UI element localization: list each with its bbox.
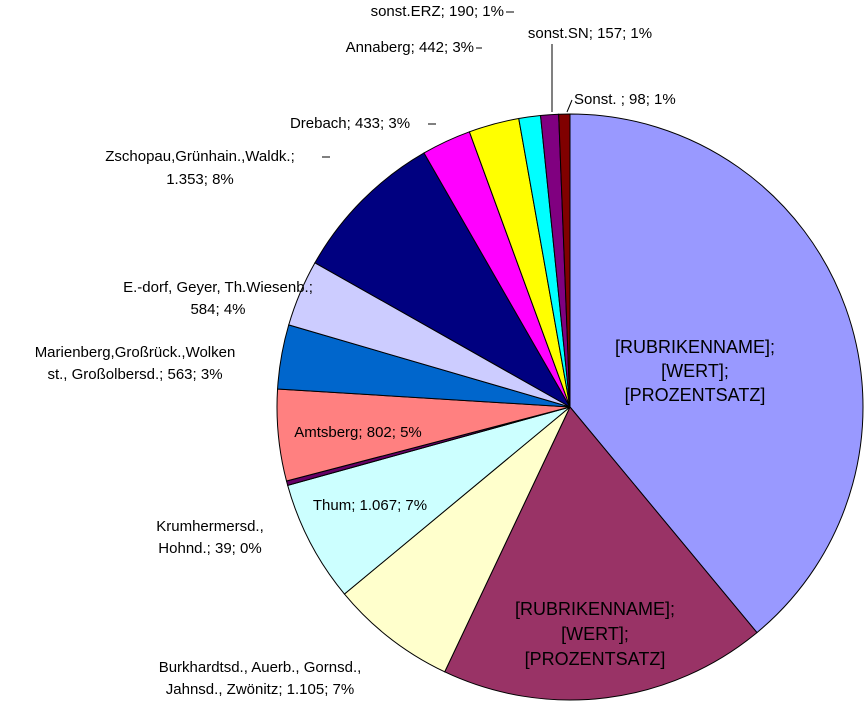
- data-label: Sonst. ; 98; 1%: [574, 91, 676, 108]
- data-label: Zschopau,Grünhain.,Waldk.;: [105, 148, 295, 165]
- pie-slice: [314, 152, 572, 409]
- data-label: sonst.ERZ; 190; 1%: [371, 3, 504, 20]
- pie-slice: [343, 406, 571, 673]
- data-label: 584; 4%: [190, 301, 245, 318]
- data-label: st., Großolbersd.; 563; 3%: [47, 366, 222, 383]
- pie-slice: [558, 113, 571, 408]
- data-label: [RUBRIKENNAME];: [615, 337, 775, 357]
- data-label: Krumhermersd.,: [156, 518, 264, 535]
- pie-slice: [287, 406, 571, 595]
- data-label: [WERT];: [661, 361, 729, 381]
- data-label: Marienberg,Großrück.,Wolken: [35, 344, 236, 361]
- data-label: Drebach; 433; 3%: [290, 115, 410, 132]
- data-label: [WERT];: [561, 624, 629, 644]
- pie-slice: [569, 113, 864, 634]
- data-label: Burkhardtsd., Auerb., Gornsd.,: [159, 659, 362, 676]
- pie-slice: [444, 406, 758, 701]
- leader-line: [566, 99, 573, 113]
- data-label: Thum; 1.067; 7%: [313, 497, 427, 514]
- data-label: E.-dorf, Geyer, Th.Wiesenb.;: [123, 279, 313, 296]
- data-label: 1.353; 8%: [166, 171, 234, 188]
- data-label: sonst.SN; 157; 1%: [528, 25, 652, 42]
- data-label: Annaberg; 442; 3%: [346, 39, 474, 56]
- data-label: [RUBRIKENNAME];: [515, 599, 675, 619]
- data-label: Jahnsd., Zwönitz; 1.105; 7%: [166, 681, 354, 698]
- data-label: [PROZENTSATZ]: [625, 385, 766, 405]
- data-label: [PROZENTSATZ]: [525, 649, 666, 669]
- data-label: Amtsberg; 802; 5%: [294, 424, 422, 441]
- data-label: Hohnd.; 39; 0%: [158, 540, 261, 557]
